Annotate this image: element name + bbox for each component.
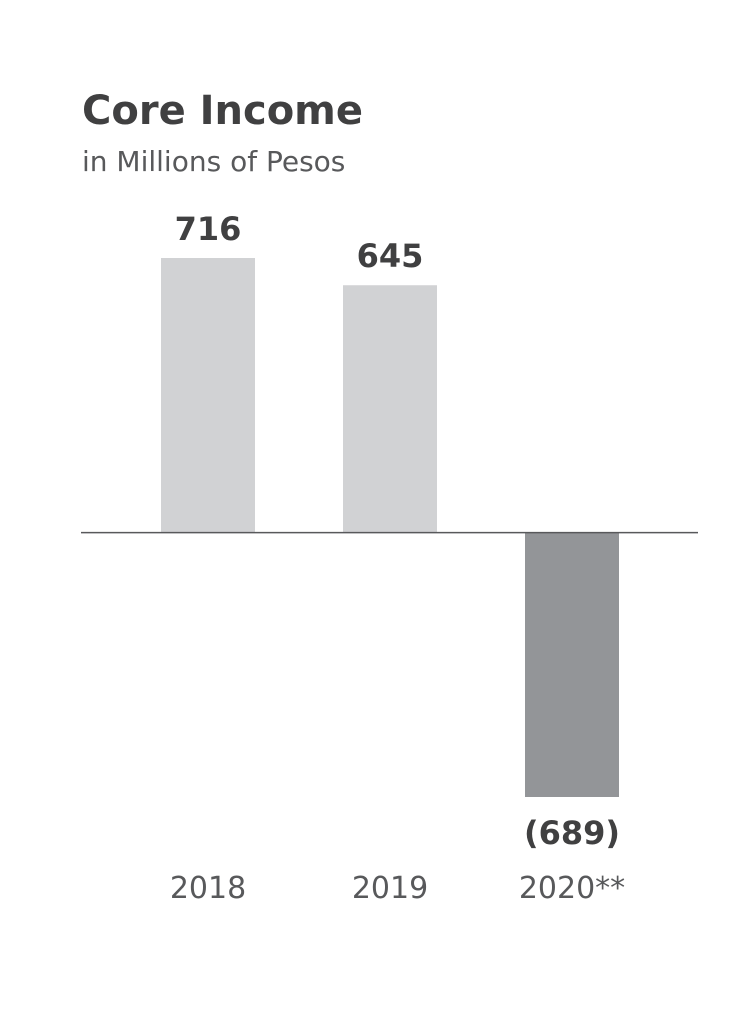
bar bbox=[525, 532, 619, 797]
bar bbox=[343, 285, 437, 533]
x-tick-label: 2018 bbox=[170, 871, 246, 906]
value-label: (689) bbox=[524, 814, 620, 852]
x-tick-label: 2019 bbox=[352, 871, 428, 906]
chart-subtitle: in Millions of Pesos bbox=[82, 145, 345, 178]
value-label: 716 bbox=[175, 210, 242, 248]
x-tick-label: 2020** bbox=[519, 871, 625, 906]
value-label: 645 bbox=[357, 237, 424, 275]
chart-title: Core Income bbox=[82, 88, 363, 134]
bar bbox=[161, 258, 255, 533]
